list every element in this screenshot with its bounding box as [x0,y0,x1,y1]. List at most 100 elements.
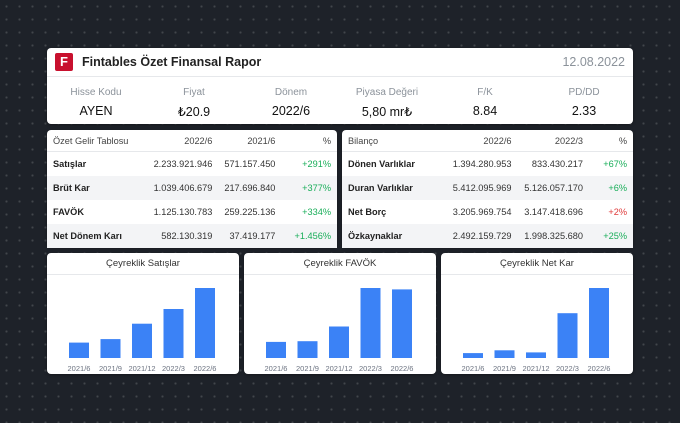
cell-change: +2% [608,207,627,217]
stat-label: Fiyat [183,87,205,98]
table-row: Dönen Varlıklar 1.394.280.953 833.430.21… [342,152,633,177]
balance-table: Bilanço 2022/6 2022/3 % Dönen Varlıklar … [342,130,633,248]
fintables-logo: F [55,53,73,71]
header-bar: F Fintables Özet Finansal Rapor 12.08.20… [47,48,633,77]
x-tick-label: 2021/9 [296,364,319,373]
bar [195,288,215,358]
income-table: Özet Gelir Tablosu 2022/6 2021/6 % Satış… [47,130,337,248]
x-tick-label: 2022/6 [194,364,217,373]
stat-ticker: Hisse Kodu AYEN [51,87,141,118]
column-header: % [281,130,337,152]
bar [463,353,483,358]
chart-title: Çeyreklik FAVÖK [244,253,436,275]
cell-previous: 1.998.325.680 [517,224,589,248]
bar [526,352,546,358]
row-label: Özkaynaklar [342,224,446,248]
row-label: Satışlar [53,159,87,169]
cell-previous: 571.157.450 [224,159,276,169]
x-tick-label: 2021/9 [493,364,516,373]
bar [100,339,121,358]
bar [589,288,609,358]
x-tick-label: 2022/3 [556,364,579,373]
column-header: % [589,130,633,152]
bar [69,342,89,358]
cell-change: +67% [603,159,627,169]
report-header: F Fintables Özet Finansal Rapor 12.08.20… [47,48,633,124]
cell-current: 1.039.406.679 [147,176,219,200]
bar [494,350,515,358]
stat-label: Hisse Kodu [70,87,122,98]
column-header: Bilanço [342,130,446,152]
stat-market-cap: Piyasa Değeri 5,80 mr₺ [342,87,432,119]
chart-plot: 2021/6 2021/9 2021/12 2022/3 2022/6 [68,288,217,373]
stat-label: F/K [477,87,493,98]
cell-current: 1.394.280.953 [452,159,512,169]
income-statement-card: Özet Gelir Tablosu 2022/6 2021/6 % Satış… [47,130,337,248]
table-row: FAVÖK 1.125.130.783 259.225.136 +334% [47,200,337,224]
x-tick-label: 2021/12 [325,364,352,373]
stat-value: AYEN [79,104,113,118]
x-tick-label: 2021/6 [462,364,485,373]
x-tick-label: 2022/6 [391,364,414,373]
stat-pe: F/K 8.84 [440,87,530,118]
stat-period: Dönem 2022/6 [246,87,336,118]
table-row: Özkaynaklar 2.492.159.729 1.998.325.680 … [342,224,633,248]
stat-price: Fiyat ₺20.9 [149,87,239,119]
x-tick-label: 2021/6 [68,364,91,373]
stat-label: PD/DD [568,87,600,98]
stat-value: ₺20.9 [177,105,211,119]
cell-change: +291% [302,159,331,169]
row-label: FAVÖK [53,207,84,217]
row-label: Net Dönem Karı [47,224,148,248]
cell-previous: 833.430.217 [531,159,583,169]
stat-value: 5,80 mr₺ [361,105,413,119]
bar [266,341,286,358]
report-title: Fintables Özet Finansal Rapor [82,55,262,69]
row-label: Duran Varlıklar [342,176,446,200]
bar [557,313,578,358]
column-header: 2022/6 [147,130,219,152]
bar [392,289,412,358]
chart-plot: 2021/6 2021/9 2021/12 2022/3 2022/6 [462,288,611,373]
table-row: Net Dönem Karı 582.130.319 37.419.177 +1… [47,224,337,248]
bar [297,341,318,358]
chart-plot: 2021/6 2021/9 2021/12 2022/3 2022/6 [265,288,414,373]
cell-change: +1.456% [281,224,337,248]
table-header-row: Bilanço 2022/6 2022/3 % [342,130,633,152]
table-row: Brüt Kar 1.039.406.679 217.696.840 +377% [47,176,337,200]
cell-current: 2.492.159.729 [446,224,518,248]
x-tick-label: 2021/12 [522,364,549,373]
cell-change: +25% [589,224,633,248]
row-label: Net Borç [348,207,387,217]
x-tick-label: 2021/12 [128,364,155,373]
cell-current: 2.233.921.946 [153,159,213,169]
cell-current: 3.205.969.754 [452,207,512,217]
stat-value: 2022/6 [271,104,311,118]
column-header: 2021/6 [218,130,282,152]
stat-label: Dönem [274,87,308,98]
bar [329,326,349,358]
table-row: Duran Varlıklar 5.412.095.969 5.126.057.… [342,176,633,200]
cell-change: +6% [589,176,633,200]
column-header: 2022/6 [446,130,518,152]
x-tick-label: 2022/3 [162,364,185,373]
bar [132,323,152,358]
x-tick-label: 2021/6 [265,364,288,373]
table-row: Net Borç 3.205.969.754 3.147.418.696 +2% [342,200,633,224]
cell-change: +334% [302,207,331,217]
x-tick-label: 2022/3 [359,364,382,373]
stat-pb: PD/DD 2.33 [539,87,629,118]
cell-previous: 5.126.057.170 [517,176,589,200]
chart-quarterly-net-profit: Çeyreklik Net Kar 2021/6 2021/9 2021/12 202… [441,253,633,374]
x-tick-label: 2022/6 [588,364,611,373]
row-label: Brüt Kar [47,176,148,200]
table-header-row: Özet Gelir Tablosu 2022/6 2021/6 % [47,130,337,152]
stat-value: 2.33 [571,104,597,118]
bar [163,309,184,358]
cell-current: 5.412.095.969 [446,176,518,200]
column-header: 2022/3 [517,130,589,152]
chart-title: Çeyreklik Net Kar [441,253,633,275]
balance-sheet-card: Bilanço 2022/6 2022/3 % Dönen Varlıklar … [342,130,633,248]
stat-value: 8.84 [472,104,498,118]
chart-quarterly-sales: Çeyreklik Satışlar 2021/6 2021/9 2021/12 20… [47,253,239,374]
